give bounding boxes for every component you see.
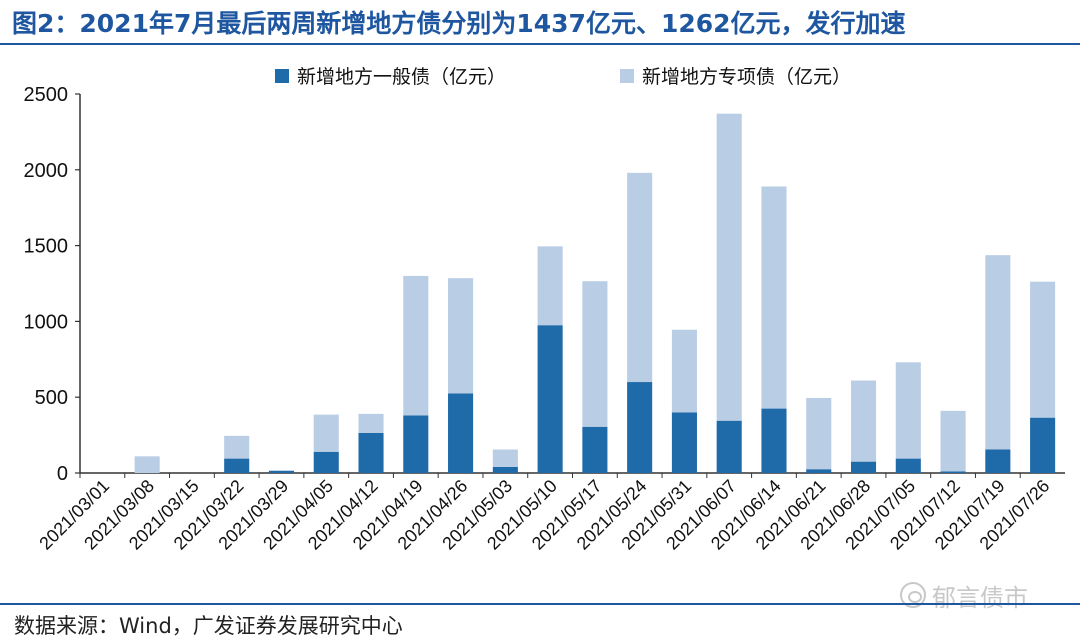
bar-special-2021/04/26 — [448, 278, 474, 394]
bar-special-2021/07/19 — [985, 255, 1011, 450]
bar-general-2021/06/28 — [850, 461, 877, 473]
bar-special-2021/07/26 — [1030, 281, 1056, 418]
bar-special-2021/07/12 — [940, 410, 966, 472]
bar-special-2021/06/07 — [716, 113, 742, 421]
bar-general-2021/07/12 — [940, 471, 966, 473]
y-tick-label: 1500 — [24, 236, 69, 258]
bar-special-2021/05/17 — [582, 281, 608, 427]
stacked-bar-chart: 050010001500200025002021/03/012021/03/08… — [24, 66, 1065, 554]
legend-swatch-general — [275, 69, 289, 83]
y-tick-label: 1000 — [24, 311, 69, 333]
legend-label-general: 新增地方一般债（亿元） — [297, 66, 506, 88]
bar-general-2021/06/07 — [716, 420, 742, 473]
bar-general-2021/04/12 — [358, 432, 384, 473]
bar-special-2021/03/08 — [134, 456, 160, 473]
title-bar: 图2：2021年7月最后两周新增地方债分别为1437亿元、1262亿元，发行加速 — [0, 0, 1080, 45]
bar-special-2021/04/19 — [403, 275, 429, 416]
bar-special-2021/05/03 — [492, 449, 518, 467]
data-source: 数据来源：Wind，广发证券发展研究中心 — [14, 614, 403, 638]
bar-general-2021/07/26 — [1030, 417, 1056, 473]
bar-general-2021/04/19 — [403, 415, 429, 473]
bar-special-2021/06/21 — [806, 397, 832, 470]
wechat-icon — [900, 582, 926, 608]
bar-general-2021/06/14 — [761, 408, 787, 473]
bar-general-2021/07/19 — [985, 449, 1011, 473]
bar-special-2021/06/14 — [761, 186, 787, 409]
chart-title: 图2：2021年7月最后两周新增地方债分别为1437亿元、1262亿元，发行加速 — [12, 9, 906, 38]
bar-special-2021/04/05 — [313, 414, 339, 452]
y-tick-label: 500 — [35, 387, 68, 409]
bar-general-2021/05/10 — [537, 325, 563, 473]
bar-general-2021/05/24 — [627, 382, 653, 473]
watermark-text: 郁言债市 — [932, 583, 1028, 612]
y-tick-label: 2500 — [24, 84, 69, 106]
bar-general-2021/04/05 — [313, 451, 339, 473]
bar-special-2021/03/22 — [224, 435, 250, 459]
bar-general-2021/05/03 — [492, 466, 518, 473]
bar-special-2021/07/05 — [895, 362, 921, 459]
legend-label-special: 新增地方专项债（亿元） — [642, 66, 851, 88]
bar-special-2021/04/12 — [358, 413, 384, 433]
bar-general-2021/07/05 — [895, 458, 921, 473]
legend-swatch-special — [620, 69, 634, 83]
bar-general-2021/06/21 — [806, 469, 832, 473]
y-tick-label: 2000 — [24, 160, 69, 182]
bar-special-2021/05/31 — [671, 329, 697, 413]
bar-general-2021/05/31 — [671, 412, 697, 473]
bar-special-2021/05/24 — [627, 172, 653, 383]
source-divider — [0, 603, 1080, 605]
bar-general-2021/05/17 — [582, 426, 608, 473]
bar-general-2021/03/29 — [268, 470, 295, 473]
bar-general-2021/03/22 — [224, 458, 250, 473]
bar-special-2021/06/28 — [850, 380, 877, 462]
y-tick-label: 0 — [57, 463, 68, 485]
bar-general-2021/04/26 — [448, 393, 474, 473]
title-divider — [0, 43, 1080, 45]
bar-special-2021/05/10 — [537, 246, 563, 326]
watermark: 郁言债市 — [900, 580, 1028, 612]
